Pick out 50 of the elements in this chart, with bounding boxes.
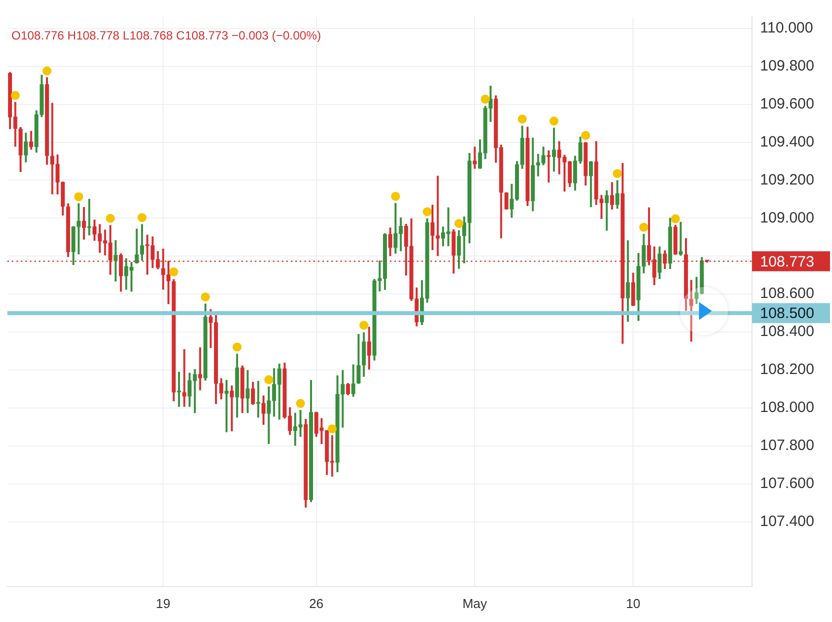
point bbox=[422, 207, 432, 216]
y-tick-label: 110.000 bbox=[760, 20, 814, 37]
y-tick-label: 109.800 bbox=[760, 57, 814, 74]
point bbox=[232, 342, 242, 352]
candlestick bbox=[182, 349, 186, 407]
point bbox=[200, 292, 210, 302]
x-tick-label: 26 bbox=[309, 596, 324, 611]
ref-line-label: 108.773 bbox=[760, 253, 814, 270]
point bbox=[169, 267, 178, 276]
point bbox=[581, 130, 590, 140]
y-tick-label: 109.600 bbox=[760, 95, 814, 112]
point bbox=[549, 116, 558, 126]
y-tick-label: 107.400 bbox=[760, 513, 814, 530]
y-tick-label: 109.000 bbox=[760, 209, 814, 226]
candlestick bbox=[256, 380, 260, 418]
point bbox=[670, 214, 680, 224]
y-tick-label: 109.400 bbox=[760, 133, 814, 150]
point bbox=[359, 320, 368, 330]
y-tick-label: 108.600 bbox=[760, 285, 814, 302]
candlestick bbox=[436, 176, 440, 256]
point bbox=[138, 213, 147, 222]
y-tick-label: 107.600 bbox=[760, 475, 814, 492]
x-tick-label: May bbox=[462, 596, 488, 611]
point bbox=[106, 214, 115, 223]
y-tick-label: 109.200 bbox=[760, 171, 814, 188]
point bbox=[10, 90, 20, 100]
candlestick bbox=[546, 150, 551, 182]
candlestick bbox=[678, 222, 683, 256]
point bbox=[74, 192, 84, 202]
y-tick-label: 108.200 bbox=[760, 361, 814, 378]
annotation: O108.776 H108.778 L108.768 C108.773 −0.003 (−0.00%) bbox=[11, 28, 321, 42]
y-tick-label: 108.400 bbox=[760, 323, 814, 340]
ref-line-label: 108.500 bbox=[760, 305, 814, 322]
point bbox=[639, 222, 648, 232]
x-tick-label: 19 bbox=[156, 596, 170, 611]
point bbox=[391, 192, 400, 201]
candlestick bbox=[177, 372, 181, 407]
y-tick-label: 107.800 bbox=[760, 437, 814, 454]
point bbox=[612, 169, 622, 178]
point bbox=[264, 375, 274, 384]
point bbox=[42, 66, 52, 76]
point bbox=[328, 424, 337, 434]
point bbox=[454, 219, 464, 228]
candlestick bbox=[224, 380, 229, 432]
point bbox=[480, 94, 490, 104]
y-tick-label: 108.000 bbox=[760, 399, 814, 416]
point bbox=[296, 398, 305, 408]
candlestick bbox=[198, 347, 202, 390]
x-tick-label: 10 bbox=[626, 596, 640, 611]
point bbox=[518, 114, 527, 124]
